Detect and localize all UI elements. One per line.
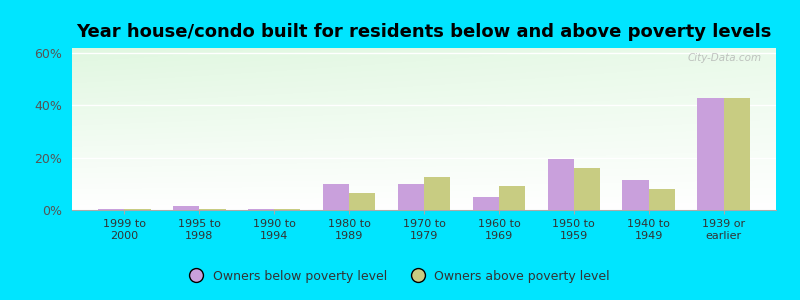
Bar [274, 209, 301, 210]
Bar [173, 206, 199, 210]
Bar [98, 209, 125, 210]
Bar [574, 168, 600, 210]
Text: City-Data.com: City-Data.com [688, 53, 762, 63]
Bar [649, 189, 675, 210]
Bar [473, 197, 499, 210]
Bar [398, 184, 424, 210]
Bar [723, 98, 750, 210]
Bar [323, 184, 349, 210]
Bar [547, 159, 574, 210]
Bar [424, 177, 450, 210]
Title: Year house/condo built for residents below and above poverty levels: Year house/condo built for residents bel… [76, 23, 772, 41]
Bar [199, 209, 226, 210]
Bar [248, 209, 274, 210]
Bar [698, 98, 723, 210]
Bar [349, 193, 375, 210]
Bar [125, 209, 150, 210]
Bar [622, 180, 649, 210]
Legend: Owners below poverty level, Owners above poverty level: Owners below poverty level, Owners above… [185, 265, 615, 288]
Bar [499, 187, 525, 210]
